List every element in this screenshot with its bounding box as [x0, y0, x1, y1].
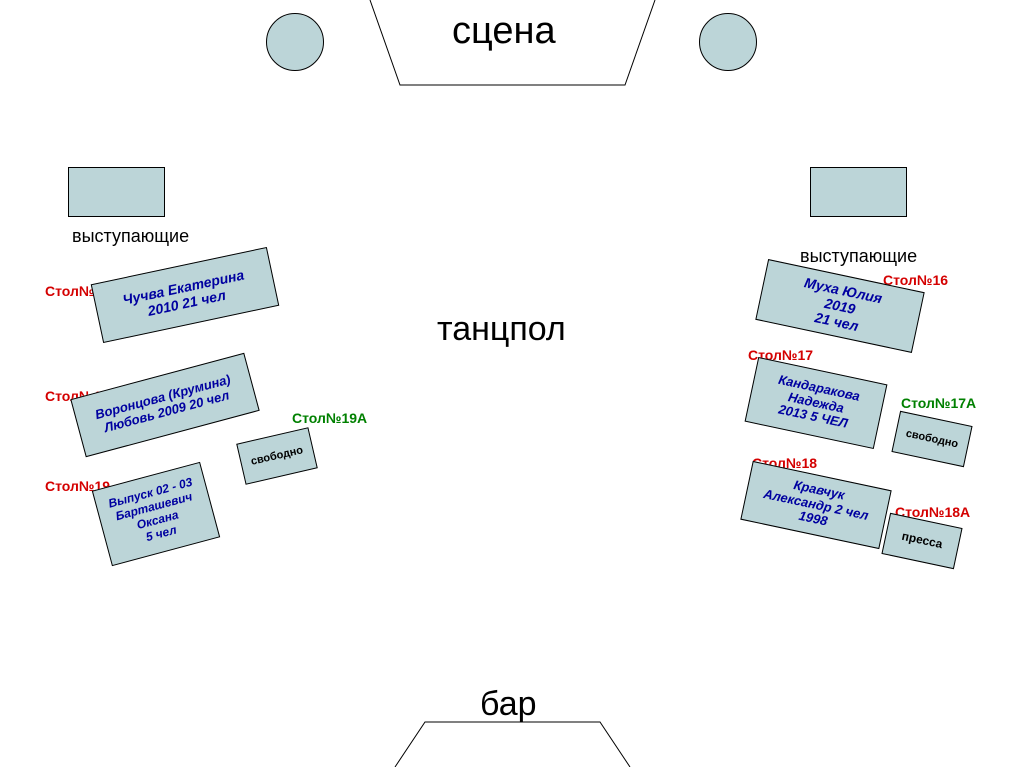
- table-text: свободно: [250, 444, 305, 468]
- bar-outline: [395, 722, 630, 767]
- table-number-label: Стол№19А: [292, 410, 367, 426]
- stage-heading: сцена: [452, 10, 556, 53]
- table-text: Муха Юлия 2019 21 чел: [796, 274, 883, 338]
- stage-circle-1: [699, 13, 757, 71]
- dance-heading: танцпол: [437, 310, 566, 349]
- table-text: Чучва Екатерина 2010 21 чел: [121, 266, 249, 323]
- speaker-rect-1: [810, 167, 907, 217]
- bar-heading: бар: [480, 685, 537, 724]
- table-text: Выпуск 02 - 03 Барташевич Оксана 5 чел: [107, 476, 205, 552]
- stage-circle-0: [266, 13, 324, 71]
- speaker-label-0: выступающие: [72, 226, 189, 247]
- speaker-rect-0: [68, 167, 165, 217]
- table-text: свободно: [905, 427, 960, 450]
- table-text: Кандаракова Надежда 2013 5 ЧЕЛ: [771, 372, 861, 433]
- speaker-label-1: выступающие: [800, 246, 917, 267]
- table-number-label: Стол№17А: [901, 395, 976, 411]
- table-text: пресса: [900, 530, 943, 552]
